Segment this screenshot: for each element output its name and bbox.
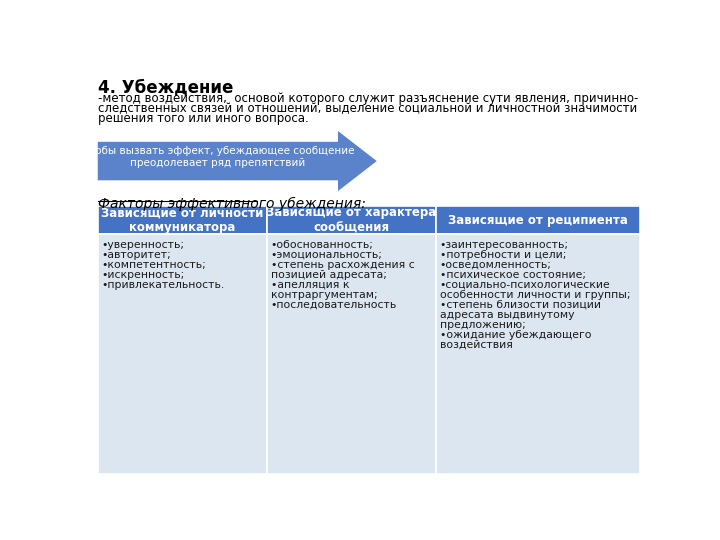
Text: •апелляция к: •апелляция к — [271, 280, 349, 289]
Text: •потребности и цели;: •потребности и цели; — [439, 249, 566, 260]
FancyBboxPatch shape — [436, 234, 640, 475]
Text: 4. Убеждение: 4. Убеждение — [98, 79, 233, 97]
Text: -метод воздействия,  основой которого служит разъяснение сути явления, причинно-: -метод воздействия, основой которого слу… — [98, 92, 638, 105]
Text: •обоснованность;: •обоснованность; — [271, 240, 374, 249]
Text: •степень близости позиции: •степень близости позиции — [439, 300, 600, 309]
Text: •социально-психологические: •социально-психологические — [439, 280, 611, 289]
Text: •эмоциональность;: •эмоциональность; — [271, 249, 382, 260]
Text: •уверенность;: •уверенность; — [102, 240, 184, 249]
FancyBboxPatch shape — [98, 206, 266, 234]
Polygon shape — [98, 131, 377, 191]
Text: контраргументам;: контраргументам; — [271, 289, 377, 300]
Text: Чтобы вызвать эффект, убеждающее сообщение
преодолевает ряд препятствий: Чтобы вызвать эффект, убеждающее сообщен… — [81, 146, 354, 168]
Text: •психическое состояние;: •психическое состояние; — [439, 269, 585, 280]
Text: следственных связей и отношений, выделение социальной и личностной значимости: следственных связей и отношений, выделен… — [98, 102, 637, 115]
Text: адресата выдвинутому: адресата выдвинутому — [439, 309, 574, 320]
Text: •осведомленность;: •осведомленность; — [439, 260, 552, 269]
Text: предложению;: предложению; — [439, 320, 526, 329]
Text: особенности личности и группы;: особенности личности и группы; — [439, 289, 630, 300]
Text: •последовательность: •последовательность — [271, 300, 397, 309]
Text: •компетентность;: •компетентность; — [102, 260, 207, 269]
Text: •ожидание убеждающего: •ожидание убеждающего — [439, 330, 591, 340]
Text: решения того или иного вопроса.: решения того или иного вопроса. — [98, 112, 308, 125]
FancyBboxPatch shape — [98, 234, 266, 475]
Text: Зависящие от личности
коммуникатора: Зависящие от личности коммуникатора — [101, 206, 264, 234]
Text: •искренность;: •искренность; — [102, 269, 185, 280]
Text: •степень расхождения с: •степень расхождения с — [271, 260, 414, 269]
FancyBboxPatch shape — [266, 234, 436, 475]
Text: Факторы эффективного убеждения:: Факторы эффективного убеждения: — [98, 197, 366, 211]
Text: Зависящие от характера
сообщения: Зависящие от характера сообщения — [266, 206, 436, 234]
Text: воздействия: воздействия — [439, 340, 513, 350]
FancyBboxPatch shape — [436, 206, 640, 234]
FancyBboxPatch shape — [266, 206, 436, 234]
Text: позицией адресата;: позицией адресата; — [271, 269, 387, 280]
Text: •привлекательность.: •привлекательность. — [102, 280, 225, 289]
Text: Зависящие от реципиента: Зависящие от реципиента — [448, 214, 628, 227]
Text: •заинтересованность;: •заинтересованность; — [439, 240, 569, 249]
Text: •авторитет;: •авторитет; — [102, 249, 171, 260]
